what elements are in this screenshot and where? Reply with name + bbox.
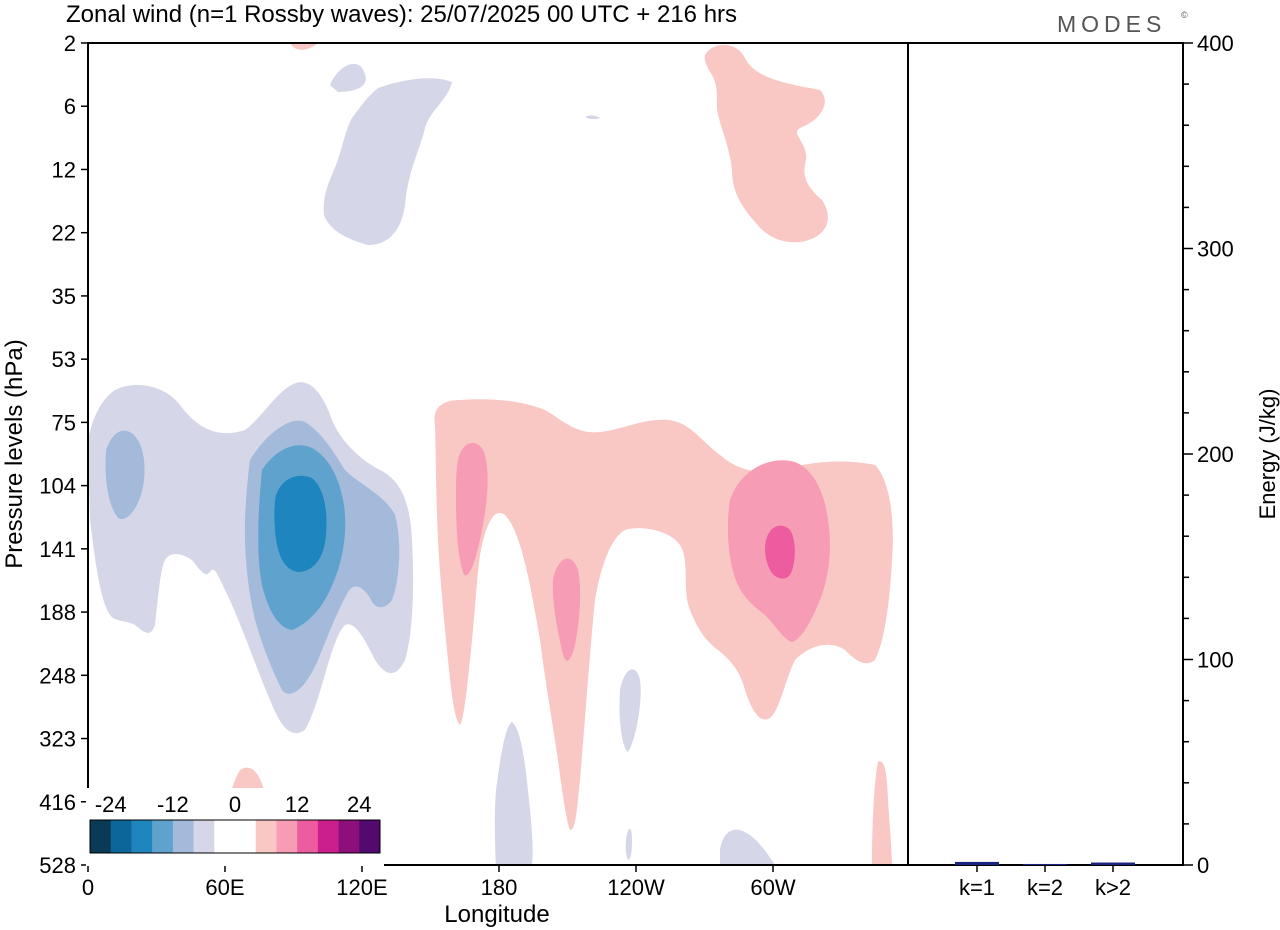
contour-neg-upper — [330, 63, 366, 92]
colorbar-swatch — [214, 820, 236, 853]
x-tick-label: 120E — [336, 875, 387, 900]
colorbar-swatch — [90, 820, 112, 853]
y-tick-label: 35 — [52, 284, 76, 309]
colorbar-swatch — [235, 820, 257, 853]
contour-pos-core — [765, 525, 795, 579]
contour-neg-core-3 — [274, 475, 327, 572]
x-tick-label: 0 — [82, 875, 94, 900]
contour-neg-low — [720, 829, 775, 865]
contour-neg-upper — [323, 78, 452, 245]
energy-tick-label: 400 — [1197, 31, 1234, 56]
brand-logo: MODES — [1057, 11, 1166, 37]
energy-bar — [1023, 863, 1067, 865]
contour-neg-low — [625, 828, 632, 860]
x-axis-label: Longitude — [444, 901, 549, 928]
colorbar-swatch — [276, 820, 298, 853]
contour-neg-low — [619, 669, 641, 752]
energy-bars: k=1 k=2 k>2 — [955, 861, 1135, 900]
energy-category-label: k=2 — [1027, 875, 1063, 900]
chart-title: Zonal wind (n=1 Rossby waves): 25/07/202… — [66, 1, 737, 28]
brand-mark: © — [1181, 10, 1188, 20]
colorbar-tick-label: 12 — [285, 792, 309, 817]
y-tick-label: 12 — [52, 157, 76, 182]
energy-bar — [955, 861, 999, 865]
energy-tick-label: 300 — [1197, 237, 1234, 262]
energy-axis-label: Energy (J/kg) — [1255, 389, 1280, 520]
energy-tick-label: 200 — [1197, 442, 1234, 467]
y-tick-label: 6 — [64, 94, 76, 119]
colorbar-swatch — [172, 820, 195, 853]
y-tick-label: 188 — [39, 600, 76, 625]
y-tick-label: 53 — [52, 347, 76, 372]
colorbar-swatch — [297, 820, 319, 853]
colorbar-border — [89, 819, 381, 854]
colorbar: -24 -12 0 12 24 — [86, 788, 384, 866]
x-tick-label: 180 — [481, 875, 518, 900]
colorbar-swatch — [110, 820, 132, 853]
colorbar-swatch — [359, 820, 381, 853]
colorbar-swatch — [131, 820, 153, 853]
y-tick-label: 323 — [39, 727, 76, 752]
y-tick-label: 248 — [39, 663, 76, 688]
y-tick-label: 2 — [64, 31, 76, 56]
contour-field — [88, 43, 893, 865]
x-axis: 0 60E 120E 180 120W 60W — [82, 865, 796, 900]
colorbar-tick-label: -24 — [95, 792, 127, 817]
contour-pos-central-2 — [456, 442, 488, 576]
colorbar-tick-label: -12 — [157, 792, 189, 817]
y-axis-label: Pressure levels (hPa) — [1, 339, 28, 568]
y-tick-label: 22 — [52, 221, 76, 246]
y-axis: 2 6 12 22 35 53 75 104 141 188 248 323 416 528 — [39, 31, 88, 878]
x-tick-label: 60E — [205, 875, 244, 900]
contour-neg-low — [494, 722, 533, 865]
y-tick-label: 75 — [52, 410, 76, 435]
colorbar-swatch — [255, 820, 277, 853]
colorbar-tick-label: 0 — [229, 792, 241, 817]
contour-neg-west-2 — [105, 430, 145, 520]
energy-axis: 0 100 200 300 400 — [1183, 31, 1234, 878]
colorbar-swatch — [317, 820, 340, 853]
contour-pos-low — [872, 761, 892, 865]
energy-category-label: k>2 — [1095, 875, 1131, 900]
energy-tick-label: 0 — [1197, 853, 1209, 878]
colorbar-swatch — [338, 820, 360, 853]
y-tick-label: 141 — [39, 537, 76, 562]
contour-neg-small — [585, 115, 600, 120]
y-tick-label: 416 — [39, 790, 76, 815]
contour-pos-upper — [704, 44, 828, 243]
y-tick-label: 528 — [39, 853, 76, 878]
colorbar-swatch — [193, 820, 215, 853]
energy-category-label: k=1 — [959, 875, 995, 900]
x-tick-label: 60W — [750, 875, 795, 900]
energy-bar — [1091, 862, 1135, 865]
x-tick-label: 120W — [607, 875, 665, 900]
y-tick-label: 104 — [39, 474, 76, 499]
contour-pos-central-3 — [552, 558, 581, 661]
colorbar-swatch — [152, 820, 174, 853]
energy-tick-label: 100 — [1197, 648, 1234, 673]
contour-pos-upper — [290, 43, 318, 50]
colorbar-tick-label: 24 — [347, 792, 371, 817]
